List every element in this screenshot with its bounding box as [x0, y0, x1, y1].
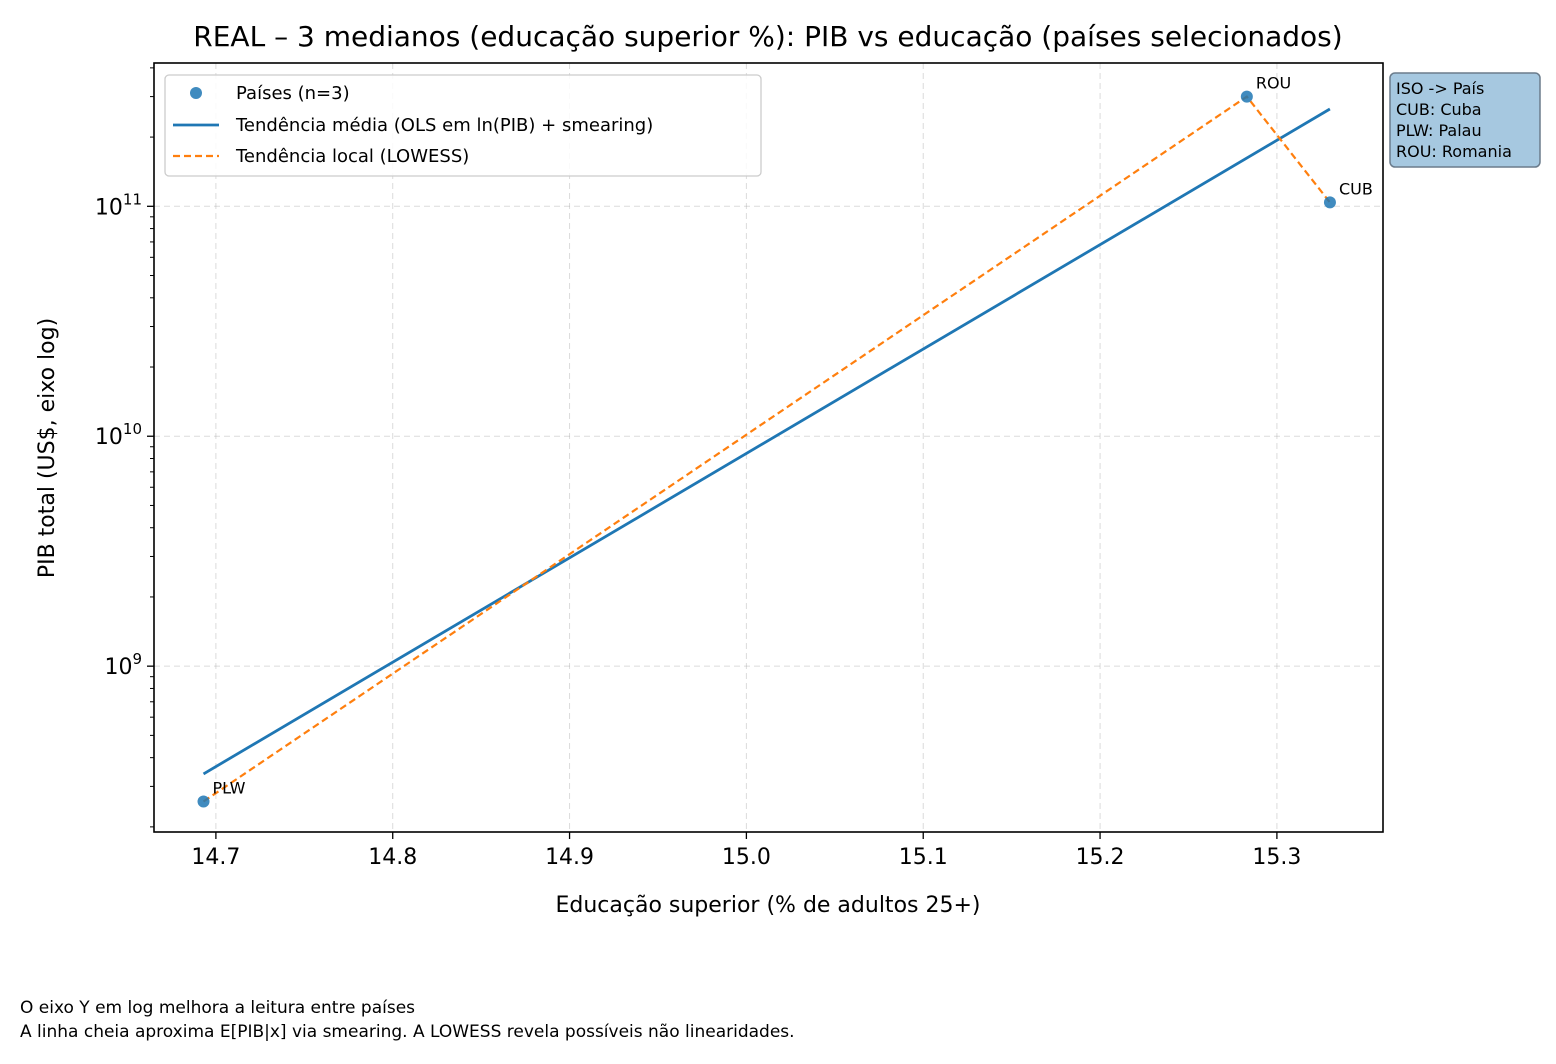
- legend-label: Tendência média (OLS em ln(PIB) + smeari…: [235, 115, 653, 136]
- chart-title: REAL – 3 medianos (educação superior %):…: [193, 20, 1342, 53]
- plot-background: [154, 63, 1383, 832]
- plot-frame: [153, 62, 1384, 833]
- point-label: ROU: [1256, 74, 1291, 93]
- y-tick-label: 1010: [95, 420, 142, 450]
- x-tick-label: 15.3: [1252, 845, 1301, 870]
- legend-label: Tendência local (LOWESS): [235, 146, 469, 167]
- data-point-rou: [1240, 90, 1253, 103]
- plot-area: 14.7 14.8 14.9 15.0 15.1 15.2 15.3 109 1010 1011 P…: [95, 62, 1541, 870]
- x-tick-label: 14.7: [191, 845, 240, 870]
- point-label: PLW: [213, 778, 246, 797]
- iso-country-box: ISO -> País CUB: Cuba PLW: Palau ROU: Roman…: [1389, 72, 1541, 168]
- x-tick-label: 14.9: [545, 845, 594, 870]
- iso-box-line: CUB: Cuba: [1396, 100, 1482, 119]
- x-axis-label: Educação superior (% de adultos 25+): [555, 893, 980, 918]
- legend-marker-points: [190, 87, 202, 99]
- point-label: CUB: [1339, 179, 1373, 198]
- iso-box-title: ISO -> País: [1396, 79, 1484, 98]
- x-tick-label: 14.8: [368, 845, 417, 870]
- footnote-1: O eixo Y em log melhora a leitura entre …: [20, 998, 416, 1018]
- iso-box-line: PLW: Palau: [1396, 121, 1482, 140]
- data-point-cub: [1323, 196, 1336, 209]
- y-tick-label: 1011: [95, 190, 142, 220]
- footnote-2: A linha cheia aproxima E[PIB|x] via smea…: [20, 1022, 795, 1042]
- data-point-plw: [197, 795, 210, 808]
- x-tick-label: 15.1: [899, 845, 948, 870]
- legend-box: [164, 74, 762, 177]
- legend: Países (n=3) Tendência média (OLS em ln(P…: [164, 74, 762, 177]
- y-tick-label: 109: [104, 650, 142, 680]
- ols-trend-line: [202, 107, 1331, 776]
- x-tick-label: 15.0: [722, 845, 771, 870]
- iso-box-line: ROU: Romania: [1396, 142, 1512, 161]
- iso-box-background: [1389, 72, 1541, 168]
- legend-label: Países (n=3): [236, 83, 350, 104]
- y-axis-label: PIB total (US$, eixo log): [35, 318, 60, 578]
- x-tick-label: 15.2: [1076, 845, 1125, 870]
